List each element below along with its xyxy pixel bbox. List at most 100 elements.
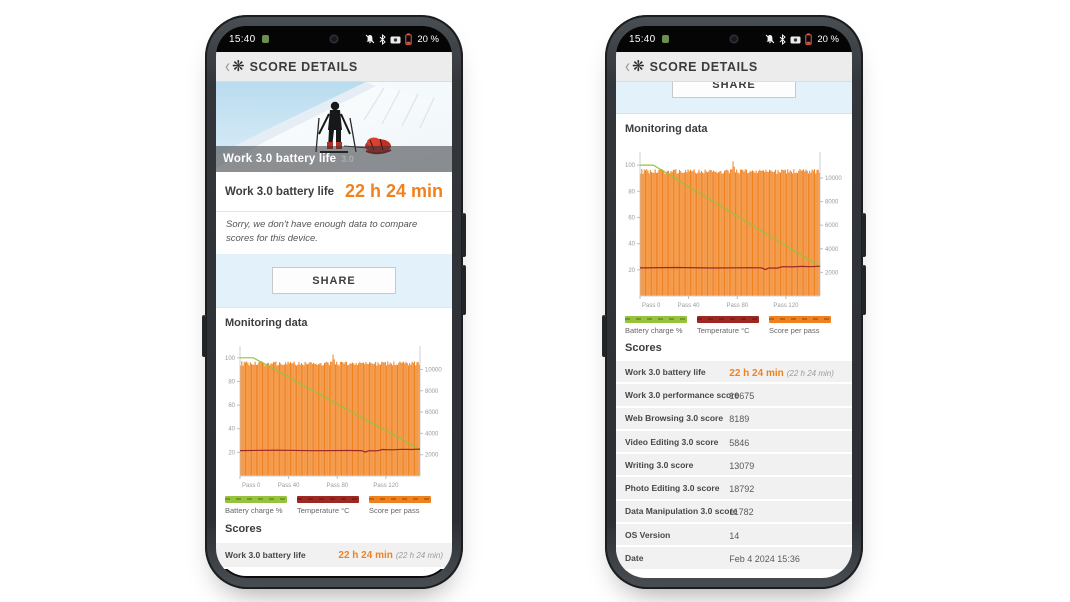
score-row-label: Writing 3.0 score [625, 459, 694, 470]
score-row-label: OS Version [625, 529, 671, 540]
battery-percentage: 20 % [417, 33, 439, 45]
svg-text:20: 20 [628, 268, 635, 274]
app-bar: ‹ ❋ SCORE DETAILS [616, 52, 852, 82]
table-row: Photo Editing 3.0 score 18792 [616, 477, 852, 501]
legend-swatch [369, 496, 431, 503]
legend-label: Battery charge % [625, 326, 683, 335]
battery-icon [805, 33, 813, 45]
volume-button [602, 315, 606, 357]
svg-text:8000: 8000 [425, 389, 439, 395]
legend-swatch [625, 316, 687, 323]
power-button [462, 213, 466, 257]
skier-silhouette [315, 101, 369, 153]
chart-legend: Battery charge % Temperature °C Score per … [616, 314, 852, 335]
score-row-value-cell: 11782 [729, 502, 753, 520]
svg-text:Pass 0: Pass 0 [642, 303, 661, 309]
scores-heading: Scores [616, 335, 852, 361]
legend-item: Temperature °C [297, 496, 359, 515]
table-row: Date Feb 4 2024 15:36 [616, 547, 852, 571]
phone-mockup-right: 15:40 20 % ‹ ❋ SCORE DETAILS SHARE [602, 15, 866, 589]
back-icon[interactable]: ‹ [225, 55, 230, 78]
camera-icon [390, 36, 401, 43]
monitoring-data-heading: Monitoring data [616, 114, 852, 144]
score-row-label: Video Editing 3.0 score [625, 436, 719, 447]
svg-text:80: 80 [628, 189, 635, 195]
battery-icon [405, 33, 413, 45]
score-row-value-cell: 18792 [729, 479, 754, 497]
score-row-value-cell: 8189 [729, 409, 749, 427]
result-value: 22 h 24 min [344, 181, 443, 201]
svg-text:10000: 10000 [425, 367, 442, 373]
camera-punch-hole [329, 34, 339, 44]
legend-swatch [225, 496, 287, 503]
monitoring-data-heading: Monitoring data [216, 308, 452, 338]
score-row-extra: (22 h 24 min) [786, 368, 834, 378]
legend-item: Score per pass [369, 496, 431, 515]
bell-off-icon [365, 34, 375, 44]
score-row-value: 8189 [729, 414, 750, 425]
bluetooth-icon [379, 33, 387, 45]
notification-icon [261, 35, 269, 43]
table-row: Web Browsing 3.0 score 8189 [616, 407, 852, 431]
share-button[interactable]: SHARE [272, 267, 396, 294]
legend-swatch [697, 316, 759, 323]
svg-text:2000: 2000 [425, 453, 439, 459]
legend-item: Temperature °C [697, 316, 759, 335]
share-button[interactable]: SHARE [672, 82, 796, 98]
table-row: OS Version 14 [616, 524, 852, 548]
svg-text:Pass 120: Pass 120 [373, 483, 399, 489]
svg-text:100: 100 [625, 163, 636, 169]
status-bar: 15:40 20 % [616, 26, 852, 52]
score-row-value-cell: 14 [729, 526, 739, 544]
score-row-extra: (22 h 24 min) [395, 550, 443, 560]
svg-text:Pass 80: Pass 80 [726, 303, 748, 309]
score-row-value: 22 h 24 min [338, 549, 393, 561]
svg-text:2000: 2000 [825, 270, 839, 276]
svg-text:6000: 6000 [425, 410, 439, 416]
hero-ghost-text: 3.0 [341, 154, 354, 164]
legend-swatch [297, 496, 359, 503]
legend-item: Score per pass [769, 316, 831, 335]
power-button [862, 213, 866, 257]
table-row: Work 3.0 battery life 22 h 24 min (22 h 24… [616, 361, 852, 385]
bell-off-icon [765, 34, 775, 44]
phone-screen-right: 15:40 20 % ‹ ❋ SCORE DETAILS SHARE [616, 26, 852, 578]
table-row: Video Editing 3.0 score 5846 [616, 430, 852, 455]
notification-icon [661, 35, 669, 43]
status-bar: 15:40 20 % [216, 26, 452, 52]
battery-percentage: 20 % [817, 33, 839, 45]
app-bar: ‹ ❋ SCORE DETAILS [216, 52, 452, 82]
score-row-value: 5846 [729, 437, 750, 448]
legend-item: Battery charge % [225, 496, 287, 515]
hero-title-band: Work 3.0 battery life 3.0 [216, 146, 452, 172]
score-row-label: Web Browsing 3.0 score [625, 413, 724, 424]
svg-text:4000: 4000 [825, 247, 839, 253]
table-row: Writing 3.0 score 13079 [616, 454, 852, 478]
score-row-label: Work 3.0 performance score [625, 389, 740, 400]
power-button-2 [462, 265, 466, 315]
hero-title: Work 3.0 battery life [223, 153, 337, 165]
score-row-value: 22 h 24 min [729, 367, 784, 379]
compare-notice: Sorry, we don't have enough data to comp… [216, 212, 452, 254]
bluetooth-icon [779, 33, 787, 45]
volume-button [202, 315, 206, 357]
result-row: Work 3.0 battery life 22 h 24 min [216, 172, 452, 212]
svg-text:60: 60 [228, 403, 235, 409]
svg-text:8000: 8000 [825, 200, 839, 206]
camera-punch-hole [729, 34, 739, 44]
pcmark-logo-icon: ❋ [232, 58, 245, 75]
camera-icon [790, 36, 801, 43]
scores-heading: Scores [216, 515, 452, 543]
svg-text:40: 40 [628, 242, 635, 248]
table-row: Work 3.0 performance score 10675 [616, 384, 852, 408]
svg-text:6000: 6000 [825, 223, 839, 229]
svg-text:Pass 120: Pass 120 [773, 303, 799, 309]
monitoring-chart: 100 80 60 40 20 10000 8000 6000 4000 2000 Pass 0 Pa… [216, 338, 452, 494]
svg-text:Pass 40: Pass 40 [278, 483, 300, 489]
monitoring-chart: 100 80 60 40 20 10000 8000 6000 4000 2000 Pass 0 Pa… [616, 144, 852, 314]
score-row-value: 10675 [729, 390, 755, 401]
status-time: 15:40 [629, 33, 656, 45]
score-row-value: 14 [729, 530, 740, 541]
back-icon[interactable]: ‹ [625, 55, 630, 78]
